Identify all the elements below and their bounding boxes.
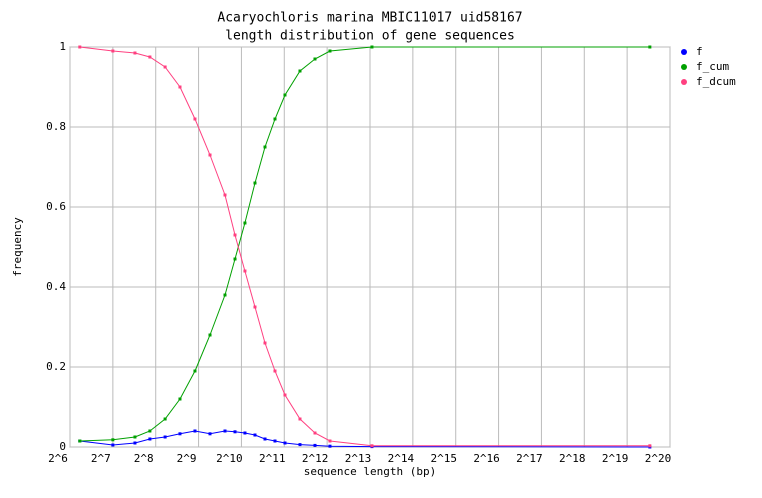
point	[178, 85, 182, 89]
legend-label: f_cum	[696, 60, 729, 73]
point	[133, 435, 137, 439]
point	[263, 341, 267, 345]
point	[178, 432, 182, 436]
x-tick-label: 2^12	[302, 452, 329, 465]
point	[223, 293, 227, 297]
point	[253, 433, 257, 437]
point	[148, 55, 152, 59]
point	[263, 145, 267, 149]
point	[223, 429, 227, 433]
point	[243, 269, 247, 273]
x-axis-label: sequence length (bp)	[304, 465, 436, 478]
point	[148, 429, 152, 433]
point	[208, 432, 212, 436]
x-tick-label: 2^7	[91, 452, 111, 465]
point	[273, 439, 277, 443]
point	[283, 393, 287, 397]
y-tick-label: 0	[59, 440, 66, 453]
point	[648, 444, 652, 448]
y-tick-label: 1	[59, 40, 66, 53]
point	[328, 439, 332, 443]
point	[283, 441, 287, 445]
point	[233, 257, 237, 261]
point	[163, 65, 167, 69]
point	[148, 437, 152, 441]
point	[111, 438, 115, 442]
point	[163, 417, 167, 421]
y-tick-label: 0.4	[46, 280, 66, 293]
series-line	[79, 46, 650, 447]
x-tick-label: 2^13	[345, 452, 372, 465]
x-tick-label: 2^19	[602, 452, 629, 465]
point	[263, 437, 267, 441]
chart-subtitle: length distribution of gene sequences	[225, 29, 515, 44]
legend-label: f	[696, 45, 703, 58]
point	[193, 117, 197, 121]
legend-marker	[681, 49, 687, 55]
point	[273, 369, 277, 373]
legend-label: f_dcum	[696, 75, 736, 88]
point	[208, 153, 212, 157]
point	[253, 181, 257, 185]
point	[328, 49, 332, 53]
x-tick-label: 2^10	[216, 452, 243, 465]
point	[111, 443, 115, 447]
x-tick-label: 2^16	[473, 452, 500, 465]
point	[328, 444, 332, 448]
point	[233, 233, 237, 237]
point	[273, 117, 277, 121]
point	[208, 333, 212, 337]
chart-title: Acaryochloris marina MBIC11017 uid58167	[217, 11, 522, 26]
point	[370, 444, 374, 448]
point	[233, 430, 237, 434]
point	[370, 45, 374, 49]
point	[163, 435, 167, 439]
point	[133, 441, 137, 445]
point	[243, 431, 247, 435]
point	[313, 57, 317, 61]
x-tick-label: 2^20	[645, 452, 672, 465]
point	[111, 49, 115, 53]
point	[78, 45, 82, 49]
y-axis-label: frequency	[11, 217, 24, 277]
series-line	[79, 46, 650, 442]
x-tick-label: 2^11	[259, 452, 286, 465]
point	[193, 369, 197, 373]
y-tick-label: 0.8	[46, 120, 66, 133]
point	[78, 439, 82, 443]
point	[253, 305, 257, 309]
point	[313, 443, 317, 447]
x-tick-label: 2^6	[48, 452, 68, 465]
y-tick-label: 0.2	[46, 360, 66, 373]
point	[648, 45, 652, 49]
point	[133, 51, 137, 55]
point	[178, 397, 182, 401]
point	[313, 431, 317, 435]
point	[298, 417, 302, 421]
legend-marker	[681, 64, 687, 70]
legend-marker	[681, 79, 687, 85]
x-tick-label: 2^14	[388, 452, 415, 465]
y-tick-label: 0.6	[46, 200, 66, 213]
x-tick-label: 2^18	[559, 452, 586, 465]
series-line	[79, 430, 650, 448]
point	[298, 443, 302, 447]
point	[243, 221, 247, 225]
x-tick-label: 2^8	[134, 452, 154, 465]
x-tick-label: 2^17	[516, 452, 543, 465]
x-tick-label: 2^9	[177, 452, 197, 465]
point	[283, 93, 287, 97]
x-tick-label: 2^15	[430, 452, 457, 465]
point	[193, 429, 197, 433]
point	[223, 193, 227, 197]
point	[298, 69, 302, 73]
